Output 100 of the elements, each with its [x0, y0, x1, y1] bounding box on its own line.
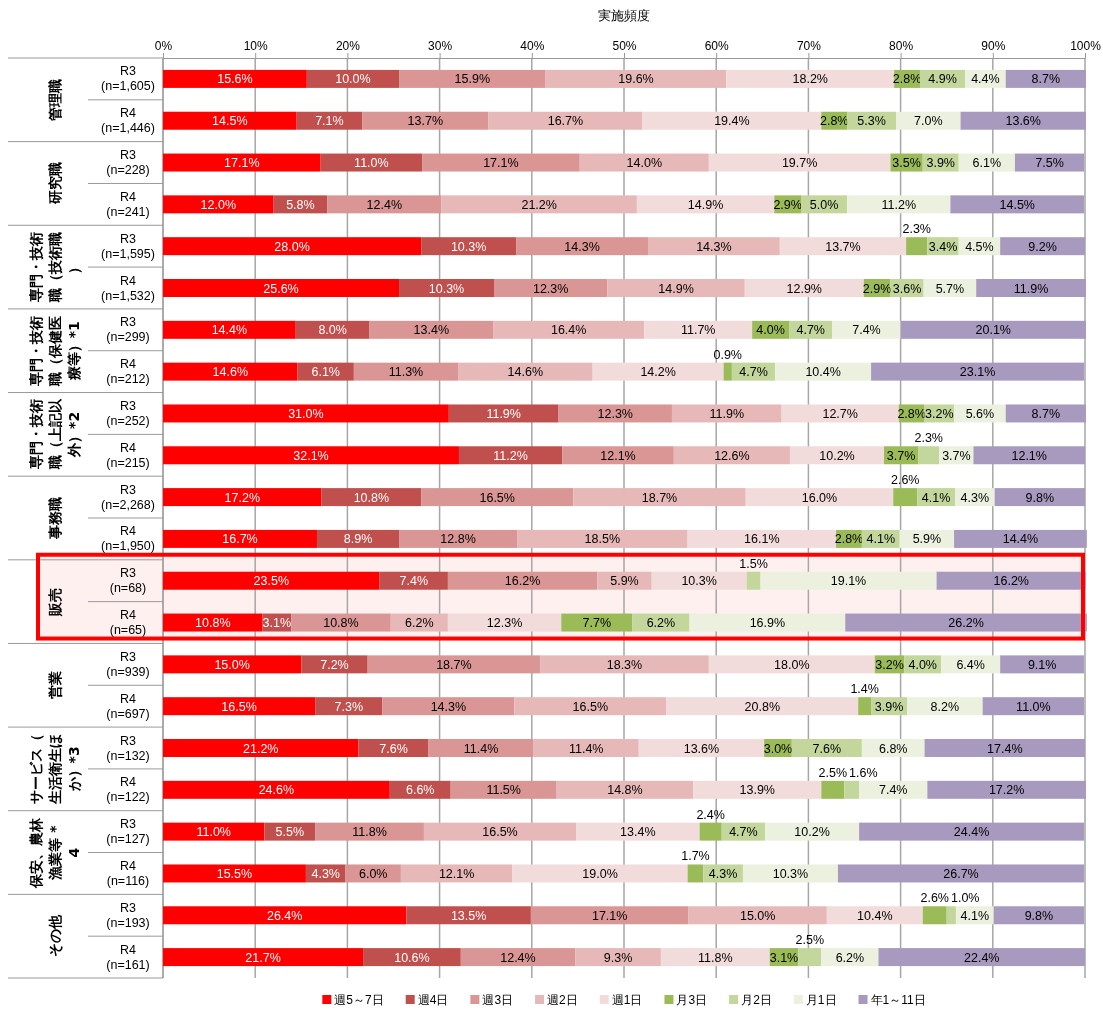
data-label: 7.5% [1035, 156, 1064, 171]
bar [687, 864, 704, 883]
y-tick-label: R4 (n=212) [106, 357, 150, 387]
x-tick-label: 10% [243, 39, 269, 53]
y-tick-label: R4 (n=697) [106, 691, 150, 721]
data-label: 6.1% [311, 365, 340, 380]
data-label: 23.5% [253, 574, 290, 589]
data-label: 12.1% [1011, 448, 1047, 463]
bar [367, 655, 541, 674]
data-label: 7.6% [812, 741, 842, 756]
bar [369, 320, 494, 339]
data-label: 0.9% [713, 347, 742, 362]
x-tick-label: 80% [889, 39, 914, 53]
data-label: 4.1% [960, 908, 990, 923]
bar [689, 613, 846, 632]
data-label: 17.2% [988, 783, 1025, 798]
data-label: 1.0% [950, 891, 980, 906]
data-label: 21.2% [521, 197, 557, 212]
bar [576, 822, 700, 841]
y-tick-label: R4 (n=1,446) [101, 106, 155, 136]
data-label: 3.7% [942, 448, 971, 463]
bar [163, 111, 297, 130]
data-label: 20.1% [975, 323, 1011, 338]
data-label: 12.3% [486, 616, 523, 631]
bar [363, 948, 461, 967]
data-label: 13.4% [413, 323, 450, 338]
data-label: 8.9% [343, 532, 373, 547]
data-label: 7.4% [878, 783, 908, 798]
bar [163, 697, 316, 716]
bar [353, 362, 459, 381]
bar [760, 571, 937, 590]
bar [163, 948, 364, 967]
bar [163, 488, 322, 507]
bar [592, 362, 724, 381]
data-label: 3.9% [926, 156, 955, 171]
bar [666, 697, 859, 716]
data-label: 5.6% [965, 406, 995, 421]
bar [448, 404, 559, 423]
data-label: 14.5% [999, 197, 1035, 212]
data-label: 2.9% [862, 281, 892, 296]
bar [400, 864, 513, 883]
data-label: 10.8% [195, 616, 231, 631]
data-label: 16.5% [221, 699, 257, 714]
data-label: 4.3% [311, 866, 340, 881]
data-label: 16.0% [801, 490, 838, 505]
legend-label: 週4日 [417, 993, 449, 1007]
data-label: 10.0% [335, 72, 371, 87]
y-tick-label: R4 (n=161) [106, 942, 150, 972]
data-label: 2.3% [902, 222, 931, 237]
data-label: 10.3% [450, 239, 487, 254]
data-label: 20.8% [744, 699, 781, 714]
bar [399, 69, 546, 88]
bar [163, 446, 459, 465]
data-label: 13.7% [825, 239, 861, 254]
bar [693, 780, 822, 799]
data-label: 16.2% [504, 574, 541, 589]
data-label: 4.7% [739, 365, 768, 380]
data-label: 25.6% [263, 281, 299, 296]
data-label: 12.0% [200, 197, 237, 212]
bar [423, 822, 577, 841]
data-label: 18.5% [584, 532, 621, 547]
y-tick-label: R3 (n=193) [106, 900, 150, 930]
data-label: 5.5% [275, 825, 305, 840]
data-label: 11.9% [709, 406, 745, 421]
bar [900, 320, 1086, 339]
data-label: 23.1% [959, 365, 996, 380]
data-label: 15.5% [216, 866, 253, 881]
bar [826, 906, 923, 925]
bar [723, 362, 732, 381]
data-label: 16.5% [572, 699, 609, 714]
data-label: 24.6% [258, 783, 295, 798]
data-label: 14.3% [564, 239, 600, 254]
data-label: 3.6% [892, 281, 922, 296]
data-label: 18.2% [792, 72, 828, 87]
x-tick-label: 100% [1070, 39, 1102, 53]
bar [447, 571, 598, 590]
data-label: 17.1% [591, 908, 628, 923]
text: 事務職 [47, 497, 63, 540]
data-label: 31.0% [288, 406, 324, 421]
x-tick-label: 90% [981, 39, 1006, 53]
y-tick-label: R3 (n=299) [106, 315, 150, 345]
data-label: 8.7% [1031, 72, 1061, 87]
data-label: 12.1% [438, 866, 475, 881]
data-label: 1.5% [739, 556, 768, 571]
data-label: 11.9% [486, 406, 521, 421]
data-label: 6.8% [878, 741, 908, 756]
data-label: 19.7% [781, 156, 818, 171]
data-label: 12.4% [500, 950, 536, 965]
bar [699, 822, 722, 841]
legend-label: 週5～7日 [334, 993, 384, 1007]
data-label: 3.4% [928, 239, 958, 254]
data-label: 7.4% [399, 574, 429, 589]
data-label: 17.2% [224, 490, 261, 505]
text: サービス（生活衛生ほか）*3 [28, 733, 82, 805]
data-label: 8.7% [1031, 406, 1061, 421]
data-label: 12.7% [822, 406, 858, 421]
bar [821, 780, 845, 799]
data-label: 7.1% [315, 114, 344, 129]
bar [982, 697, 1085, 716]
data-label: 13.6% [1005, 114, 1041, 129]
